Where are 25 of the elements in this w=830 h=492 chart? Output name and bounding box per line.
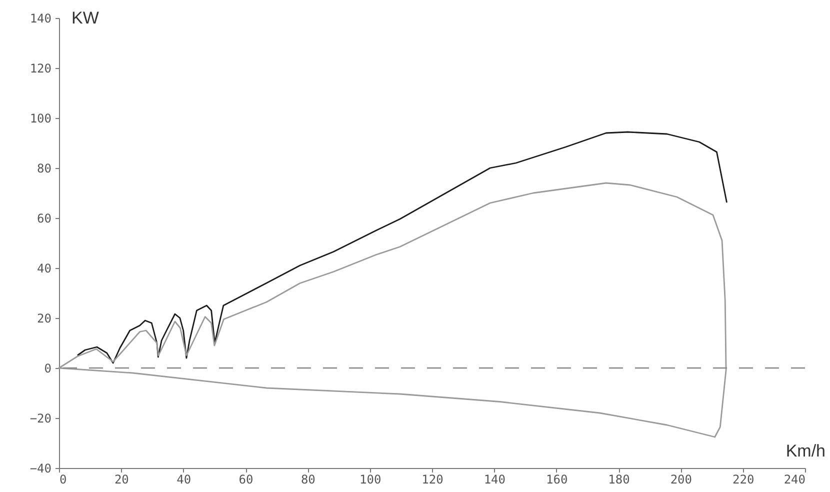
x-tick-label: 180 [608,472,630,486]
x-tick-label: 0 [60,472,67,486]
y-tick-label: 140 [30,12,52,26]
x-tick-label: 80 [300,472,316,486]
y-tick-label: 120 [30,62,52,76]
y-tick-label: 40 [37,262,52,276]
x-tick-label: 200 [670,472,692,486]
x-tick-label: 160 [546,472,568,486]
y-tick-label: −40 [30,462,52,476]
x-tick-label: 220 [732,472,754,486]
y-tick-label: 0 [44,362,52,376]
y-tick-label: 20 [37,312,52,326]
y-tick-label: 80 [37,162,52,176]
y-tick-label: 60 [37,212,52,226]
x-tick-label: 100 [359,472,382,486]
y-tick-label: −20 [30,412,52,426]
x-tick-label: 240 [784,472,806,486]
x-tick-label: 60 [238,472,254,486]
x-tick-label: 120 [422,472,444,486]
x-tick-label: 40 [176,472,192,486]
x-tick-label: 140 [484,472,506,486]
x-axis-title: Km/h [786,442,826,460]
y-tick-label: 100 [30,112,52,126]
y-axis-title: KW [72,8,99,28]
x-tick-label: 20 [114,472,129,486]
